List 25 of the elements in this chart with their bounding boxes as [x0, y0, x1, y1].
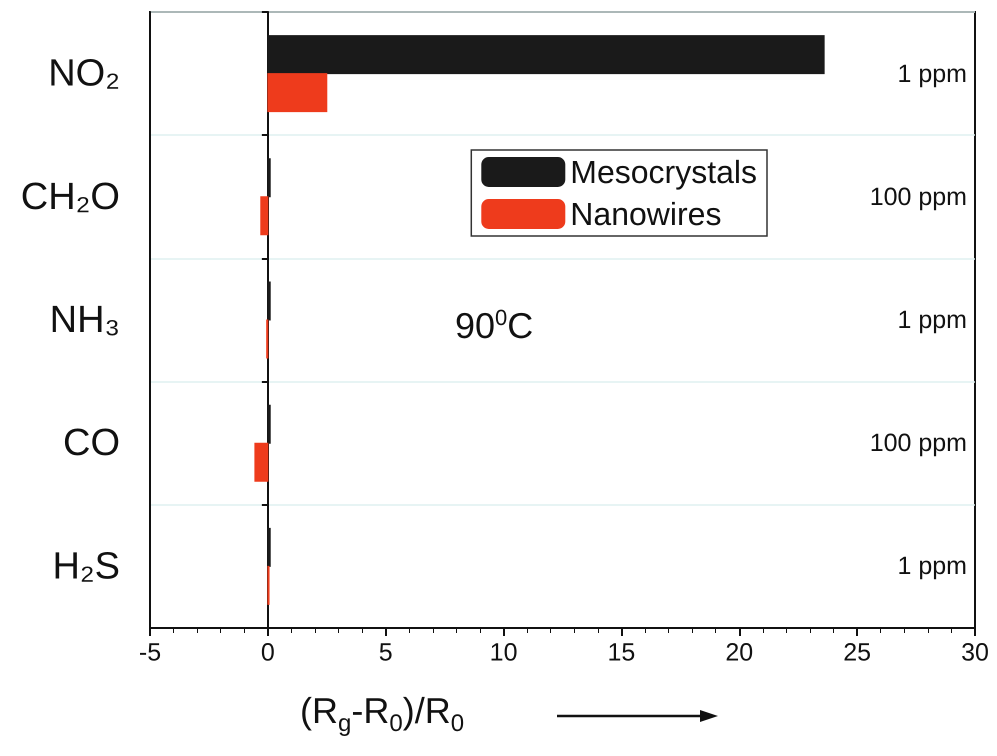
x-tick-label: 0	[260, 638, 275, 666]
y-tick-label: H₂S	[52, 545, 120, 588]
annotation: 1 ppm	[898, 552, 967, 582]
annotation: 1 ppm	[898, 306, 967, 335]
y-tick-label: CO	[63, 422, 120, 464]
x-tick-label: 5	[378, 638, 393, 666]
y-tick-label: CH₂O	[20, 176, 120, 218]
x-tick-label: 20	[725, 638, 754, 666]
annotation: 100 ppm	[870, 182, 967, 212]
bar	[260, 196, 268, 236]
annotation: 100 ppm	[870, 429, 967, 458]
legend-label: Nanowires	[570, 196, 722, 232]
annotation: 90$^{0}$C	[455, 305, 534, 347]
y-tick-label: NO₂	[48, 52, 120, 95]
x-tick-label: 15	[608, 638, 636, 666]
bar	[267, 73, 328, 112]
annotation: 1 ppm	[898, 60, 967, 89]
y-tick-label: NH₃	[50, 299, 120, 341]
legend-label: Mesocrystals	[570, 154, 757, 190]
x-tick-label: -5	[138, 638, 162, 666]
x-tick-label: 25	[843, 638, 872, 666]
x-tick-label: 10	[490, 638, 518, 666]
bar	[254, 442, 268, 482]
x-axis-title: (R$_{g}$-R$_{0}$)/R$_{0}$	[300, 690, 464, 738]
x-tick-label: 30	[961, 638, 989, 666]
